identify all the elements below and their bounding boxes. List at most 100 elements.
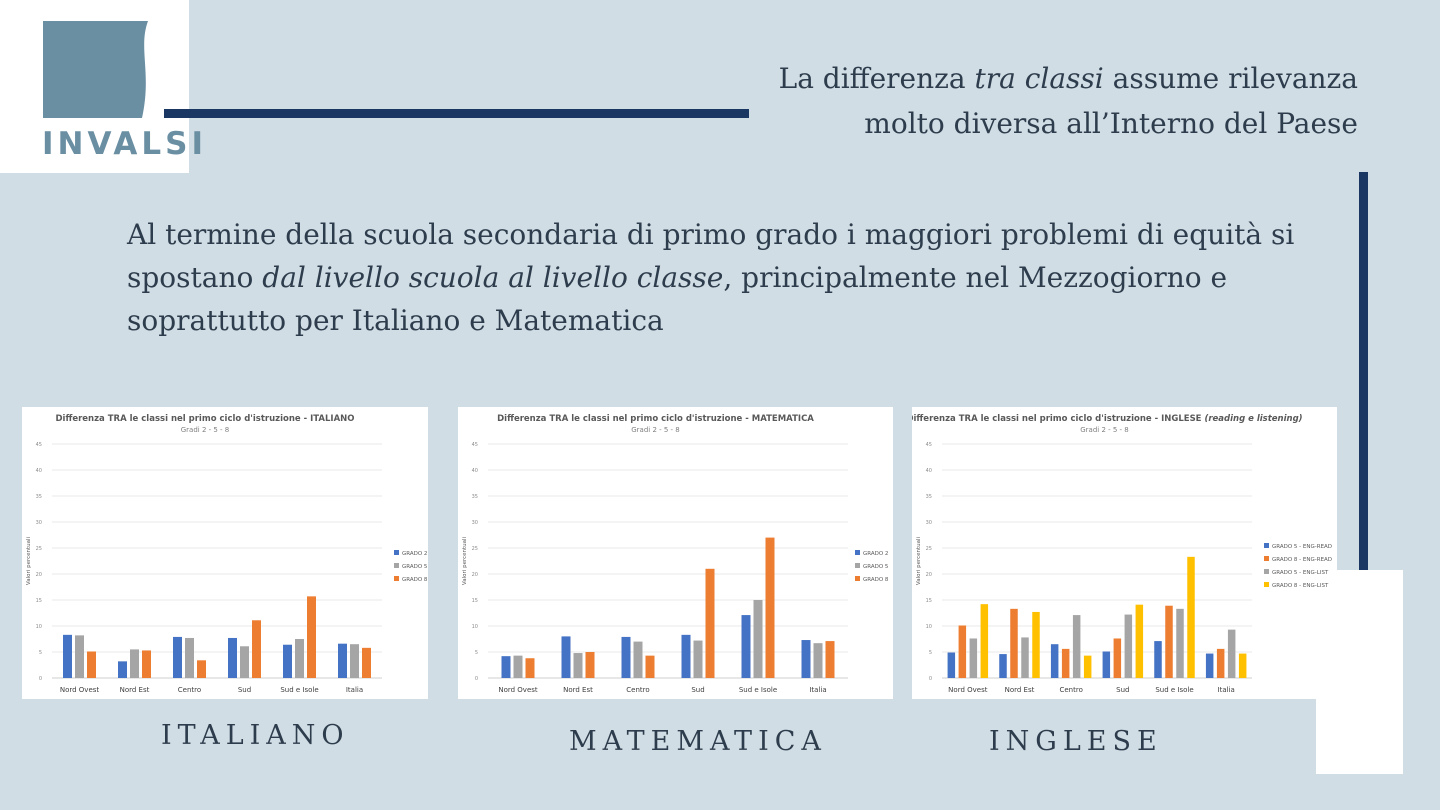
chart-inglese-xtick: Nord Ovest xyxy=(948,686,988,694)
chart-inglese-legend-swatch xyxy=(1264,556,1269,561)
side-rule xyxy=(1359,172,1368,741)
body-text-post: , principalmente nel Mezzogiorno e sopra… xyxy=(127,261,1228,337)
chart-italiano-xtick: Centro xyxy=(178,686,201,694)
chart-inglese-bar xyxy=(999,654,1007,678)
chart-italiano-bar xyxy=(362,647,371,678)
chart-italiano-bar xyxy=(295,639,304,678)
chart-matematica-bar xyxy=(573,653,583,678)
chart-matematica-bar xyxy=(585,652,595,678)
chart-italiano-ytick: 0 xyxy=(39,676,42,682)
chart-matematica-subtitle: Gradi 2 - 5 - 8 xyxy=(631,426,680,434)
caption-matematica: MATEMATICA xyxy=(569,726,827,757)
chart-inglese-bar xyxy=(1165,605,1173,678)
chart-matematica-bar xyxy=(813,643,823,678)
chart-inglese-xtick: Sud e Isole xyxy=(1155,686,1193,694)
chart-matematica-ytick: 45 xyxy=(472,442,478,448)
chart-italiano-title: Differenza TRA le classi nel primo ciclo… xyxy=(55,414,354,424)
chart-matematica-xtick: Nord Est xyxy=(563,686,593,694)
chart-italiano-ytick: 5 xyxy=(39,650,42,656)
chart-italiano-ytick: 30 xyxy=(36,520,42,526)
chart-matematica-legend-label: GRADO 8 xyxy=(863,577,889,583)
chart-inglese-legend-swatch xyxy=(1264,569,1269,574)
chart-inglese-xtick: Nord Est xyxy=(1005,686,1035,694)
chart-matematica-bar xyxy=(753,600,763,678)
chart-inglese-ytick: 35 xyxy=(926,494,932,500)
chart-inglese-bar xyxy=(969,638,978,678)
chart-matematica-bar xyxy=(621,636,631,678)
caption-inglese: INGLESE xyxy=(989,726,1163,757)
chart-inglese-bar xyxy=(1072,615,1081,678)
chart-matematica-bar xyxy=(765,537,775,678)
chart-italiano-legend-swatch xyxy=(394,576,399,581)
chart-matematica-bar xyxy=(645,655,655,678)
chart-italiano-bar xyxy=(197,660,206,678)
body-text-emphasis: dal livello scuola al livello classe xyxy=(262,261,724,294)
chart-inglese-ytick: 40 xyxy=(926,468,932,474)
chart-matematica-legend-swatch xyxy=(855,563,860,568)
chart-italiano-ytick: 20 xyxy=(36,572,42,578)
chart-matematica-bar xyxy=(513,655,523,678)
chart-matematica-legend-label: GRADO 5 xyxy=(863,564,889,570)
chart-italiano-xtick: Nord Ovest xyxy=(60,686,100,694)
chart-inglese-ytick: 45 xyxy=(926,442,932,448)
chart-italiano-bar xyxy=(185,637,194,678)
chart-italiano-bar xyxy=(307,596,316,678)
chart-matematica-ylabel: Valori percentuali xyxy=(462,536,468,585)
chart-inglese-xtick: Sud xyxy=(1116,686,1129,694)
chart-inglese-ytick: 15 xyxy=(926,598,932,604)
chart-italiano-bar xyxy=(350,644,359,678)
chart-inglese: Differenza TRA le classi nel primo ciclo… xyxy=(912,407,1337,699)
chart-matematica-ytick: 30 xyxy=(472,520,478,526)
chart-inglese-xtick: Italia xyxy=(1218,686,1235,694)
chart-inglese-ytick: 10 xyxy=(926,624,932,630)
chart-inglese-legend-label: GRADO 5 - ENG-READ xyxy=(1272,544,1332,550)
chart-matematica-xtick: Centro xyxy=(626,686,649,694)
chart-inglese-bar xyxy=(980,604,989,678)
chart-matematica-ytick: 0 xyxy=(475,676,478,682)
chart-italiano-bar xyxy=(87,651,96,678)
slide-title: La differenza tra classi assume rilevanz… xyxy=(779,56,1358,146)
chart-matematica-ytick: 25 xyxy=(472,546,478,552)
chart-matematica-bar xyxy=(681,634,691,678)
title-line1-pre: La differenza xyxy=(778,62,975,95)
chart-italiano-ytick: 35 xyxy=(36,494,42,500)
chart-matematica-bar xyxy=(801,640,811,678)
chart-italiano-ylabel: Valori percentuali xyxy=(26,536,32,585)
chart-italiano-legend-label: GRADO 8 xyxy=(402,577,428,583)
chart-inglese-ytick: 0 xyxy=(929,676,932,682)
chart-inglese-bar xyxy=(1050,644,1059,678)
chart-matematica-legend-swatch xyxy=(855,576,860,581)
invalsi-logo: INVALSI xyxy=(0,0,203,173)
chart-inglese-xtick: Centro xyxy=(1059,686,1082,694)
caption-italiano: ITALIANO xyxy=(161,720,350,751)
chart-matematica-legend-label: GRADO 2 xyxy=(863,551,888,557)
chart-italiano-ytick: 45 xyxy=(36,442,42,448)
chart-italiano-svg: Differenza TRA le classi nel primo ciclo… xyxy=(26,414,428,694)
chart-italiano-bar xyxy=(252,620,261,678)
chart-italiano-xtick: Sud e Isole xyxy=(280,686,318,694)
chart-inglese-subtitle: Gradi 2 - 5 - 8 xyxy=(1080,426,1129,434)
chart-italiano-bar xyxy=(338,643,347,678)
header-rule xyxy=(164,109,749,118)
chart-italiano-bar xyxy=(240,646,249,678)
chart-inglese-bar xyxy=(1010,608,1018,678)
body-paragraph: Al termine della scuola secondaria di pr… xyxy=(127,213,1307,342)
chart-italiano-legend-label: GRADO 2 xyxy=(402,551,427,557)
title-line1-emphasis: tra classi xyxy=(974,62,1104,95)
chart-matematica-xtick: Italia xyxy=(809,686,826,694)
chart-matematica: Differenza TRA le classi nel primo ciclo… xyxy=(458,407,893,699)
chart-inglese-bar xyxy=(947,652,956,678)
title-line1-post: assume rilevanza xyxy=(1103,62,1358,95)
chart-matematica-ytick: 15 xyxy=(472,598,478,604)
chart-inglese-ytick: 5 xyxy=(929,650,932,656)
chart-inglese-bar xyxy=(1032,611,1040,678)
chart-matematica-bar xyxy=(561,636,571,678)
chart-inglese-bar xyxy=(1124,614,1133,678)
chart-inglese-ytick: 30 xyxy=(926,520,932,526)
chart-inglese-legend-swatch xyxy=(1264,582,1269,587)
chart-matematica-bar xyxy=(825,641,835,678)
body-text-pre: Al termine della scuola secondaria di pr… xyxy=(127,218,1295,294)
chart-italiano-xtick: Sud xyxy=(238,686,251,694)
chart-italiano-bar xyxy=(118,661,127,678)
chart-italiano-bar xyxy=(63,634,72,678)
